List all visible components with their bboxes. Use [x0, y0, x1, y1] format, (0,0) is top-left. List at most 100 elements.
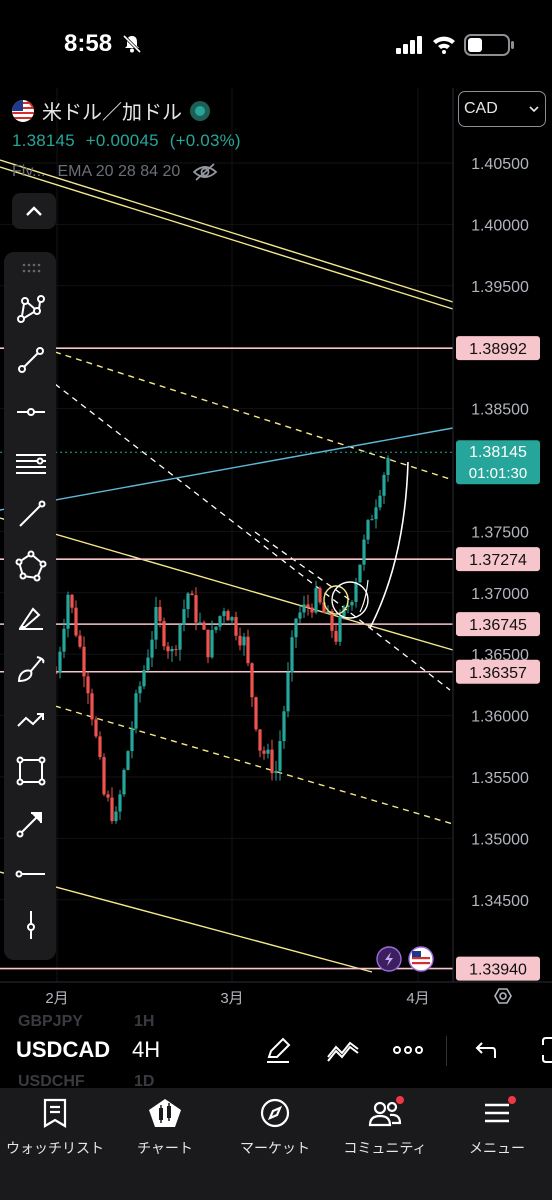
candle [142, 665, 146, 690]
price-change-pct: (+0.03%) [169, 131, 241, 150]
candle [262, 746, 266, 760]
ghost-symbol: GBPJPY [18, 1013, 83, 1030]
us-canada-flag-icon [12, 99, 34, 122]
pattern-tool-icon[interactable] [12, 290, 50, 328]
horizontal-ray-icon[interactable] [12, 393, 50, 431]
parallel-channel-icon[interactable] [12, 444, 50, 482]
candle-body [190, 593, 194, 596]
collapse-legend-button[interactable] [12, 193, 56, 229]
level-price-label-bg [456, 336, 540, 361]
candle-body [246, 636, 250, 664]
level-price-label-text: 1.38992 [469, 341, 527, 358]
candle [214, 626, 218, 634]
symbol-header[interactable]: 米ドル／加ドル [12, 96, 210, 125]
rectangle-icon[interactable] [12, 752, 50, 790]
trendline-yellow [0, 871, 373, 973]
lightning-glyph [385, 952, 393, 966]
fullscreen-button[interactable] [532, 1034, 552, 1066]
candle [386, 455, 390, 482]
candle-body [238, 635, 242, 646]
candle [82, 636, 86, 688]
level-price-label: 1.36745 [456, 612, 540, 637]
candle-body [338, 616, 342, 642]
trend-line-icon[interactable] [12, 341, 50, 379]
horizontal-line-icon[interactable] [12, 855, 50, 893]
drag-handle-icon[interactable] [21, 262, 41, 274]
candle [282, 705, 286, 749]
candle [298, 605, 302, 624]
candle [326, 605, 330, 614]
candle-body [258, 729, 262, 751]
time-axis-tick: 2月 [45, 990, 68, 1007]
candle-body [310, 607, 314, 613]
candle [374, 499, 378, 529]
fib-tool-icon[interactable] [12, 598, 50, 636]
candle-body [386, 457, 390, 475]
candle [86, 671, 90, 704]
candle-body [378, 495, 382, 508]
ghost-symbol: USDCHF [18, 1073, 85, 1088]
drawing-pen-button[interactable] [260, 1034, 296, 1066]
candle-body [86, 676, 90, 694]
vertical-line-icon[interactable] [12, 906, 50, 944]
candle-body [362, 539, 366, 565]
candle-body [182, 609, 186, 625]
nav-community[interactable]: コミュニティ [330, 1096, 440, 1160]
level-price-label: 1.38992 [456, 336, 540, 361]
polygon-shape-icon[interactable] [12, 547, 50, 585]
drawing-toolbar [4, 252, 56, 960]
candle-body [230, 617, 234, 621]
candle [98, 731, 102, 760]
line-tool-icon[interactable] [12, 496, 50, 534]
candle [302, 595, 306, 619]
candle [146, 649, 150, 672]
price-chart[interactable]: 1.40500 1.40000 1.39500 1.38500 1.37500 1.370… [0, 88, 552, 1012]
indicator-label-1[interactable]: Fiv... [12, 163, 46, 180]
nav-markets[interactable]: マーケット [220, 1096, 330, 1160]
forecast-icon[interactable] [12, 701, 50, 739]
nav-chart[interactable]: チャート [110, 1096, 220, 1160]
trendline-yellow [0, 166, 454, 310]
undo-button[interactable] [467, 1034, 503, 1066]
candle [362, 534, 366, 571]
candle [182, 599, 186, 632]
flag-canton [412, 951, 421, 957]
candle-body [374, 507, 378, 520]
market-status-dot [190, 100, 210, 121]
candle-body [370, 519, 374, 521]
settings-hole [499, 992, 507, 1000]
currency-select[interactable]: CAD [458, 91, 546, 127]
candle [246, 629, 250, 667]
candle-body [94, 719, 98, 737]
candle [350, 600, 354, 611]
candle-body [194, 595, 198, 623]
eye-off-icon[interactable] [192, 162, 218, 182]
indicator-label-2[interactable]: EMA 20 28 84 20 [57, 163, 181, 180]
price-axis-tick: 1.37000 [471, 586, 529, 603]
ghost-interval: 1D [134, 1073, 155, 1088]
undo-icon [475, 1042, 496, 1058]
candle-body [66, 594, 70, 629]
candle [290, 630, 294, 682]
indicators-button[interactable] [325, 1034, 361, 1066]
brush-icon[interactable] [12, 650, 50, 688]
candle-body [150, 639, 154, 658]
candle [294, 617, 298, 648]
chart-settings-icon[interactable] [494, 988, 512, 1004]
more-options-button[interactable] [390, 1034, 426, 1066]
nav-menu[interactable]: メニュー [442, 1096, 552, 1160]
candle [250, 662, 254, 707]
ghost-interval: 1H [134, 1013, 155, 1030]
candle-body [334, 630, 338, 642]
arrow-icon[interactable] [12, 804, 50, 842]
symbol-selector[interactable]: USDCAD [16, 1037, 111, 1062]
candle [154, 596, 158, 650]
candle [90, 688, 94, 726]
indicator-legend[interactable]: Fiv... EMA 20 28 84 20 [12, 162, 218, 182]
candle-body [302, 604, 306, 613]
level-price-label-bg [456, 547, 540, 572]
candle-body [138, 686, 142, 694]
candle [74, 600, 78, 638]
nav-watchlist[interactable]: ウォッチリスト [0, 1096, 110, 1160]
interval-selector[interactable]: 4H [132, 1037, 161, 1062]
